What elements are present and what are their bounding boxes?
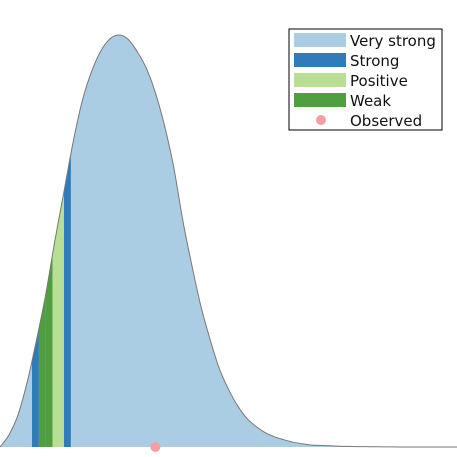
legend-label-weak: Weak [350, 92, 391, 110]
band-weak-1 [38, 292, 46, 447]
legend-label-positive: Positive [350, 72, 408, 90]
legend-swatch-weak [294, 93, 346, 107]
density-outline [0, 34, 457, 448]
band-strong-0 [31, 326, 39, 447]
band-weak-2 [45, 252, 53, 447]
legend-swatch-very-strong [294, 33, 346, 47]
legend-swatch-strong [294, 53, 346, 67]
legend-marker-observed [316, 115, 326, 125]
band-positive-3 [52, 189, 64, 447]
legend-label-very-strong: Very strong [350, 32, 436, 50]
legend-label-strong: Strong [350, 52, 399, 70]
observed-point [150, 442, 161, 452]
band-strong-4 [63, 152, 71, 448]
density-area-very-strong [0, 35, 457, 448]
legend-swatch-positive [294, 73, 346, 87]
legend-label-observed: Observed [350, 112, 422, 130]
plot-area [0, 34, 457, 452]
legend: Very strong Strong Positive Weak Observe… [288, 28, 443, 131]
